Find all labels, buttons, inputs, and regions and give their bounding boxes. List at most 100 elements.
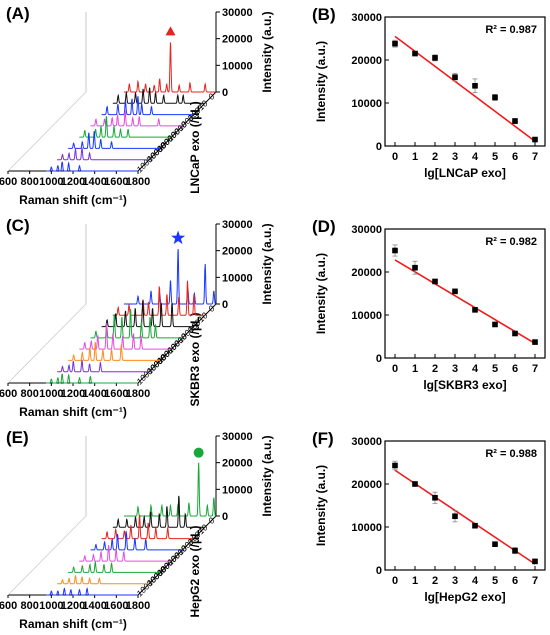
panel-label: (C) xyxy=(6,216,30,235)
calibration-panel-d: (D) 0 10000 20000 30000 0 1 2 3 4 5 6 7 lg[SKBR3 exo]… xyxy=(312,217,546,392)
concentration-label: 10000000 xyxy=(134,140,168,174)
x-tick-label: 4 xyxy=(472,363,479,375)
data-point xyxy=(492,94,498,101)
x-tick-label: 800 xyxy=(20,176,38,188)
x-tick-label: 1400 xyxy=(82,176,106,188)
x-tick-label: 1000 xyxy=(39,600,63,612)
x-axis-title: Raman shift (cm⁻¹) xyxy=(19,193,127,207)
y-tick-label: 20000 xyxy=(351,267,382,279)
data-point xyxy=(392,247,398,254)
x-tick-label: 1200 xyxy=(61,176,85,188)
panel-label: (F) xyxy=(312,429,334,448)
spectrum-10000 xyxy=(79,545,172,562)
intensity-axis-title: Intensity (a.u.) xyxy=(260,11,274,92)
data-point xyxy=(472,307,478,313)
y-axis-title: Intensity (a.u.) xyxy=(314,465,328,546)
spectrum-1000 xyxy=(90,531,183,551)
data-point xyxy=(472,522,478,529)
data-point xyxy=(412,50,418,57)
x-tick-label: 1 xyxy=(412,151,418,163)
intensity-tick-label: 10000 xyxy=(222,272,253,284)
data-point xyxy=(432,494,438,501)
spectrum-1000000 xyxy=(57,359,149,373)
z-axis-title: LNCaP exo (/μL) xyxy=(188,101,202,193)
spectrum-100000 xyxy=(68,560,161,573)
x-tick-label: 1800 xyxy=(126,388,150,400)
spectrum-10000000 xyxy=(45,587,138,596)
data-point xyxy=(492,321,498,328)
x-tick-label: 7 xyxy=(532,575,538,587)
spectrum-10 xyxy=(112,495,205,528)
spectrum-10000000 xyxy=(45,161,138,172)
intensity-tick-label: 30000 xyxy=(222,219,253,231)
data-point xyxy=(512,330,518,337)
x-tick-label: 4 xyxy=(472,151,479,163)
x-tick-label: 2 xyxy=(432,151,438,163)
data-point xyxy=(492,541,498,547)
calibration-panel-f: (F) 0 10000 20000 30000 0 1 2 3 4 5 6 7 lg[HepG2 exo]… xyxy=(312,429,546,604)
z-axis-title: SKBR3 exo (/μL) xyxy=(188,312,202,406)
spectrum-100000 xyxy=(68,131,161,149)
spectrum-0 xyxy=(123,462,217,517)
x-tick-label: 7 xyxy=(532,151,538,163)
y-tick-label: 30000 xyxy=(351,436,382,448)
spectrum-0 xyxy=(123,249,217,305)
r-squared-annotation: R² = 0.982 xyxy=(485,236,537,248)
x-tick-label: 5 xyxy=(492,575,498,587)
y-tick-label: 0 xyxy=(376,353,382,365)
panel-label: (A) xyxy=(6,4,30,23)
x-tick-label: 1600 xyxy=(104,600,128,612)
fit-line xyxy=(394,259,536,345)
concentration-label: 10000000 xyxy=(134,352,168,386)
x-tick-label: 0 xyxy=(392,575,398,587)
x-tick-label: 1800 xyxy=(126,176,150,188)
x-tick-label: 1600 xyxy=(104,388,128,400)
y-tick-label: 10000 xyxy=(351,522,382,534)
x-tick-label: 3 xyxy=(452,575,458,587)
x-tick-label: 1400 xyxy=(82,600,106,612)
x-tick-label: 3 xyxy=(452,363,458,375)
r-squared-annotation: R² = 0.987 xyxy=(485,24,537,36)
plot-frame xyxy=(384,440,546,571)
spectrum-100 xyxy=(101,300,194,328)
data-point xyxy=(512,547,518,554)
x-axis-title: lg[LNCaP exo] xyxy=(424,166,506,180)
x-tick-label: 1400 xyxy=(82,388,106,400)
x-tick-label: 1800 xyxy=(126,600,150,612)
x-tick-label: 1000 xyxy=(39,388,63,400)
spectrum-10000000 xyxy=(45,373,138,384)
intensity-tick-label: 0 xyxy=(222,511,228,523)
y-tick-label: 10000 xyxy=(351,98,382,110)
x-tick-label: 4 xyxy=(472,575,479,587)
x-tick-label: 800 xyxy=(20,388,38,400)
spectrum-0 xyxy=(123,42,216,93)
floor-outline xyxy=(8,91,217,172)
spectrum-10 xyxy=(112,87,205,104)
floor-edge xyxy=(7,91,87,172)
data-point xyxy=(532,136,538,143)
x-tick-label: 5 xyxy=(492,151,498,163)
intensity-tick-label: 30000 xyxy=(222,7,253,19)
data-point xyxy=(392,462,398,469)
y-tick-label: 0 xyxy=(376,565,382,577)
data-point xyxy=(532,339,538,345)
x-tick-label: 2 xyxy=(432,575,438,587)
concentration-label: 0 xyxy=(206,303,217,314)
spectrum-1000000 xyxy=(57,574,149,585)
concentration-label: 0 xyxy=(206,91,217,102)
x-tick-label: 600 xyxy=(0,388,17,400)
intensity-tick-label: 10000 xyxy=(222,60,253,72)
x-tick-label: 1 xyxy=(412,363,418,375)
z-axis-title: HepG2 exo (/μL) xyxy=(188,525,202,617)
r-squared-annotation: R² = 0.988 xyxy=(485,448,537,460)
x-axis-title: Raman shift (cm⁻¹) xyxy=(19,405,127,419)
intensity-axis-title: Intensity (a.u.) xyxy=(260,223,274,304)
calibration-panel-b: (B) 0 10000 20000 30000 0 1 2 3 4 5 6 7 lg[LNCaP exo]… xyxy=(312,5,546,180)
floor-edge xyxy=(7,515,87,596)
intensity-axis-title: Intensity (a.u.) xyxy=(260,435,274,516)
data-point xyxy=(412,481,418,487)
data-point xyxy=(432,278,438,285)
